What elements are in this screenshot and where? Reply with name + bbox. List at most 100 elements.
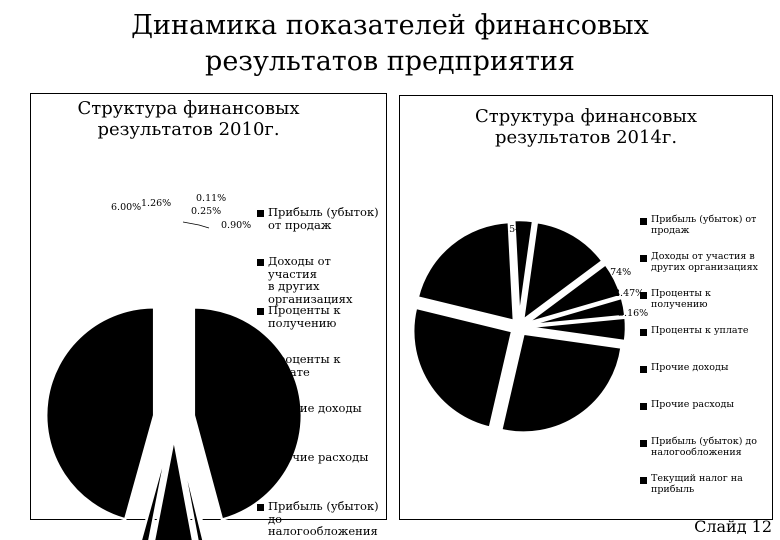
legend-item-0-6: Прибыль (убыток) до налогообложения — [257, 500, 379, 538]
legend-label: Текущий налог на прибыль — [651, 473, 743, 495]
data-label-1-3: 3.16% — [618, 308, 648, 319]
legend-item-1-1: Доходы от участия в других организациях — [640, 251, 758, 273]
legend-label-line: Текущий налог на — [651, 473, 743, 484]
legend-label: Прочие расходы — [268, 451, 368, 464]
legend-label-line: Прочие доходы — [268, 401, 362, 415]
legend-swatch — [640, 440, 647, 447]
pie-slice-0-6 — [44, 306, 156, 521]
legend-swatch — [640, 366, 647, 373]
chart-2010-title-line2: результатов 2010г. — [97, 119, 280, 140]
pie-slice-0-0 — [192, 306, 304, 522]
legend-label-line: Проценты к — [268, 303, 341, 317]
pie-chart-2010: 0.11% 0.25%0.90% 6.00% 1.26% — [44, 193, 304, 540]
data-label-0-2: 0.25% — [191, 206, 221, 217]
legend-label-line: Прибыль (убыток) — [268, 205, 379, 219]
legend-label: Проценты к уплате — [268, 353, 341, 378]
legend-item-1-2: Проценты к получению — [640, 288, 711, 310]
legend-label-line: Прибыль (убыток) от — [651, 214, 757, 225]
data-label-0-4: 6.00% — [111, 202, 141, 213]
pie-slice-0-3 — [176, 437, 205, 540]
data-label-0-5: 1.26% — [141, 198, 171, 209]
legend-label-line: организациях — [268, 291, 353, 306]
pie-slice-1-2 — [526, 296, 627, 327]
pie-slice-1-5 — [411, 306, 514, 430]
pie-chart-2014: 4.74% 2.47% 3.16% 2.54% — [411, 218, 648, 434]
legend-item-0-1: Доходы от участия в других организациях — [257, 255, 382, 305]
legend-swatch — [640, 477, 647, 484]
legend-item-0-3: Проценты к уплате — [257, 353, 341, 378]
chart-2010-title-line1: Структура финансовых — [77, 98, 300, 119]
legend-label-line: Прибыль (убыток) — [268, 499, 379, 513]
legend-label-line: Прочие расходы — [268, 450, 369, 464]
legend-label-line: уплате — [268, 364, 310, 379]
legend-label: Прибыль (убыток) от продаж — [268, 206, 379, 231]
legend-swatch — [257, 406, 264, 413]
legend-label-line: прибыль — [651, 484, 695, 495]
legend-label: Проценты к получению — [268, 304, 341, 329]
legend-swatch — [640, 218, 647, 225]
data-label-0-3: 0.90% — [221, 220, 251, 231]
legend-swatch — [257, 259, 264, 266]
slide-title-line2: результатов предприятия — [205, 46, 575, 77]
legend-swatch — [257, 308, 264, 315]
legend-label: Доходы от участия в других организациях — [651, 251, 758, 273]
data-label-1-2: 2.47% — [614, 288, 644, 299]
chart-2014-panel: Структура финансовых результатов 2014г. … — [399, 95, 773, 520]
legend-label: Проценты к уплате — [651, 325, 748, 336]
legend-label-line: Доходы от участия — [268, 254, 331, 281]
legend-label-line: Доходы от участия в — [651, 251, 755, 262]
slide-title-line1: Динамика показателей финансовых — [131, 10, 649, 41]
legend-label: Доходы от участия в других организациях — [268, 255, 382, 305]
legend-label-line: в других — [268, 279, 320, 293]
legend-label-line: Прочие доходы — [651, 362, 729, 373]
pie-slice-1-3 — [526, 316, 628, 343]
legend-label-line: других организациях — [651, 262, 758, 273]
chart-2014-title: Структура финансовых результатов 2014г. — [400, 106, 772, 148]
pie-slice-1-0 — [521, 220, 605, 323]
legend-label: Прибыль (убыток) до налогообложения — [268, 500, 379, 538]
legend-label-line: Прочие расходы — [651, 399, 734, 410]
legend-label-line: получению — [651, 299, 708, 310]
data-label-1-7: 2.54% — [500, 224, 530, 235]
legend-item-0-4: Прочие доходы — [257, 402, 362, 415]
legend-label-line: Проценты к уплате — [651, 325, 749, 336]
legend-label-line: налогообложения — [268, 524, 378, 538]
pie-slice-1-7 — [512, 218, 535, 320]
legend-swatch — [640, 292, 647, 299]
legend-swatch — [257, 504, 264, 511]
legend-label-line: Прибыль (убыток) до — [651, 436, 757, 447]
legend-item-1-3: Проценты к уплате — [640, 325, 748, 336]
slide-number: Слайд 12 — [694, 517, 772, 536]
pie-slice-1-6 — [416, 220, 516, 323]
pie-slice-1-1 — [525, 262, 623, 325]
legend-item-1-0: Прибыль (убыток) от продаж — [640, 214, 756, 236]
legend-item-1-5: Прочие расходы — [640, 399, 734, 410]
legend-swatch — [257, 357, 264, 364]
pie-slice-1-4 — [499, 332, 623, 434]
data-label-0-1: 0.11% — [196, 193, 226, 204]
legend-label: Проценты к получению — [651, 288, 711, 310]
legend-swatch — [640, 255, 647, 262]
legend-item-0-0: Прибыль (убыток) от продаж — [257, 206, 379, 231]
legend-label-line: до — [268, 511, 283, 526]
legend-swatch — [257, 210, 264, 217]
legend-swatch — [257, 455, 264, 462]
chart-2014-title-line2: результатов 2014г. — [494, 127, 678, 148]
legend-label-line: налогообложения — [651, 447, 742, 458]
legend-item-0-5: Прочие расходы — [257, 451, 368, 464]
chart-2010-title: Структура финансовых результатов 2010г. — [31, 98, 386, 140]
legend-item-1-4: Прочие доходы — [640, 362, 728, 373]
legend-item-0-2: Проценты к получению — [257, 304, 341, 329]
data-label-1-1: 4.74% — [601, 267, 631, 278]
legend-label: Прочие доходы — [268, 402, 362, 415]
legend-label-line: продаж — [651, 225, 690, 236]
legend-label-line: Проценты к — [651, 288, 711, 299]
legend-item-1-7: Текущий налог на прибыль — [640, 473, 743, 495]
legend-swatch — [640, 329, 647, 336]
legend-label: Прибыль (убыток) от продаж — [651, 214, 756, 236]
legend-swatch — [640, 403, 647, 410]
legend-label: Прочие доходы — [651, 362, 728, 373]
chart-2010-panel: Структура финансовых результатов 2010г. … — [30, 93, 387, 540]
legend-item-1-6: Прибыль (убыток) до налогообложения — [640, 436, 757, 458]
legend-label: Прибыль (убыток) до налогообложения — [651, 436, 757, 458]
